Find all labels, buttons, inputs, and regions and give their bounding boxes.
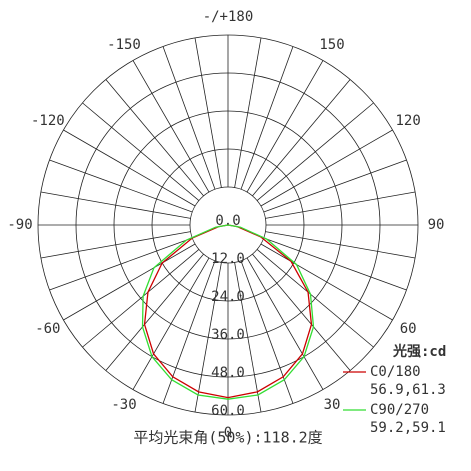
angle-tick-label: -30 — [111, 397, 136, 413]
ring — [189, 186, 267, 264]
r-tick-label: 24.0 — [211, 289, 245, 305]
angle-tick-label: -60 — [35, 321, 60, 337]
ring — [37, 34, 419, 416]
ring — [151, 148, 305, 302]
r-tick-label: 12.0 — [211, 251, 245, 267]
r-tick-label: 48.0 — [211, 365, 245, 381]
ring — [113, 110, 343, 340]
legend-stats: 59.2,59.1 — [370, 420, 446, 436]
angle-tick-label: -150 — [107, 37, 141, 53]
curve — [143, 224, 313, 399]
legend-label: C90/270 — [370, 402, 429, 418]
angle-tick-label: -90 — [7, 217, 32, 233]
angle-tick-label: 30 — [324, 397, 341, 413]
chart-title: 平均光束角(50%):118.2度 — [133, 429, 322, 447]
angle-tick-label: 60 — [400, 321, 417, 337]
angle-tick-label: 0 — [224, 425, 232, 441]
angle-tick-label: 150 — [319, 37, 344, 53]
angle-tick-label: 90 — [428, 217, 445, 233]
ring — [75, 72, 381, 378]
r-tick-label: 36.0 — [211, 327, 245, 343]
angle-tick-label: -/+180 — [203, 9, 254, 25]
angle-tick-label: -120 — [31, 113, 65, 129]
curve — [141, 224, 315, 400]
legend-title: 光强:cd — [392, 343, 446, 360]
angle-tick-label: 120 — [395, 113, 420, 129]
legend-stats: 56.9,61.3 — [370, 382, 446, 398]
r-tick-label: 60.0 — [211, 403, 245, 419]
legend-label: C0/180 — [370, 364, 421, 380]
r-tick-label: 0.0 — [215, 213, 240, 229]
